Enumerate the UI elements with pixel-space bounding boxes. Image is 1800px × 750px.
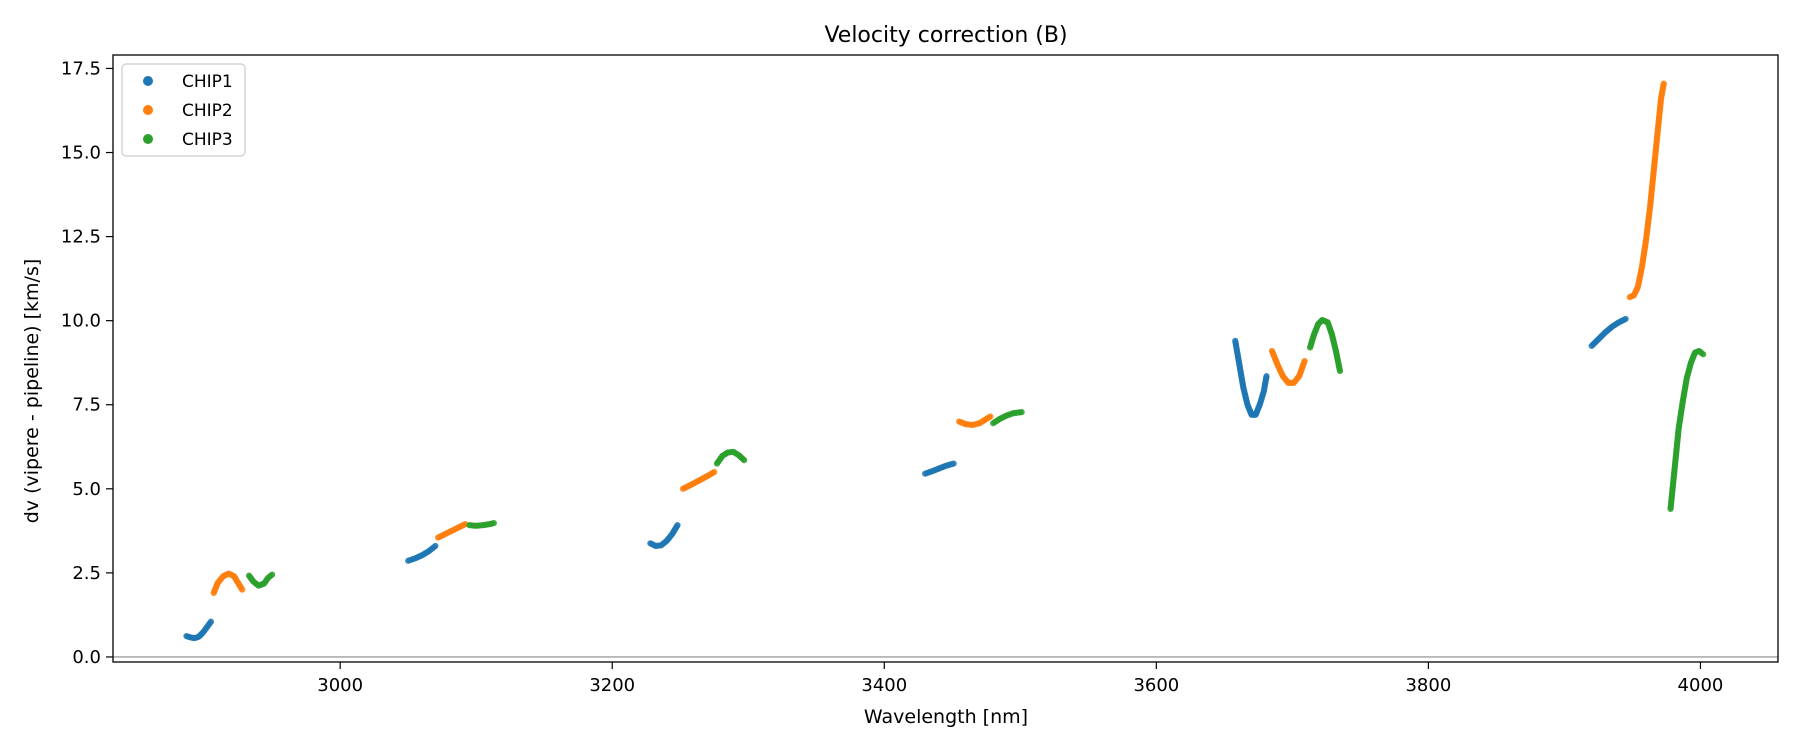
series-chip3-segment [466,520,497,529]
x-tick-label: 3000 [317,675,363,696]
legend-item-chip3: CHIP3 [143,130,233,150]
series-chip3 [245,316,1707,589]
legend: CHIP1 CHIP2 CHIP3 [121,63,246,157]
data-point [1700,351,1707,358]
series-chip2-segment [1626,80,1667,301]
legend-box [121,63,246,157]
series-chip1-segment [922,460,957,477]
legend-marker [143,105,153,115]
x-tick-label: 3800 [1405,675,1451,696]
chart-title: Velocity correction (B) [824,23,1067,48]
data-point [490,520,497,527]
plot-area [112,54,1779,663]
series-chip2-segment [1268,347,1308,386]
series-chip1-segment [183,618,215,642]
data-point [950,460,957,467]
series-chip2-segment [210,570,246,597]
legend-label: CHIP1 [182,72,233,92]
y-tick-label: 10.0 [61,311,101,332]
data-point [269,571,276,578]
data-point [239,586,246,593]
series-chip2-segment [435,521,469,541]
series-chip3-segment [1306,316,1344,375]
legend-label: CHIP3 [182,130,233,150]
x-tick-label: 4000 [1678,675,1724,696]
series-chip1 [183,315,1629,642]
y-axis: 0.0 2.5 5.0 7.5 10.0 12.5 15.0 17.5 [61,58,113,668]
series-chip1-segment [1588,315,1629,349]
data-point [432,542,439,550]
legend-marker [143,134,153,144]
data-point [741,457,748,464]
legend-label: CHIP2 [182,101,233,121]
legend-item-chip2: CHIP2 [143,101,233,121]
y-tick-label: 0.0 [72,647,101,668]
y-axis-label: dv (vipere - pipeline) [km/s] [21,259,43,524]
series-chip2-segment [679,468,718,492]
series-chip3-segment [1667,347,1707,513]
series-chip2-segment [956,413,994,429]
series-chip3-segment [245,571,276,589]
y-tick-label: 12.5 [61,227,101,248]
data-point [674,522,681,529]
data-point [987,413,994,420]
data-point [1301,357,1308,365]
x-axis: 3000 3200 3400 3600 3800 4000 [317,662,1723,696]
data-point [1018,409,1025,416]
data-point [1622,315,1629,323]
data-point [711,468,718,476]
data-point [1263,373,1270,380]
y-tick-label: 5.0 [72,479,101,500]
y-tick-label: 17.5 [61,58,101,79]
data-point [1336,368,1344,375]
x-tick-label: 3400 [861,675,907,696]
y-tick-label: 7.5 [72,395,101,416]
legend-marker [143,76,153,86]
series-chip2 [210,80,1667,597]
series-chip1-segment [1232,337,1270,418]
series-chip3-segment [990,409,1025,427]
x-axis-label: Wavelength [nm] [864,706,1028,728]
y-tick-label: 15.0 [61,143,101,164]
series-chip1-segment [647,522,681,550]
legend-item-chip1: CHIP1 [143,72,233,92]
x-tick-label: 3200 [589,675,635,696]
x-tick-label: 3600 [1133,675,1179,696]
plot-frame [112,54,1779,663]
data-point [1660,80,1667,87]
series-chip1-segment [405,542,439,564]
y-tick-label: 2.5 [72,563,101,584]
data-point [207,618,215,625]
series-chip3-segment [713,448,748,467]
